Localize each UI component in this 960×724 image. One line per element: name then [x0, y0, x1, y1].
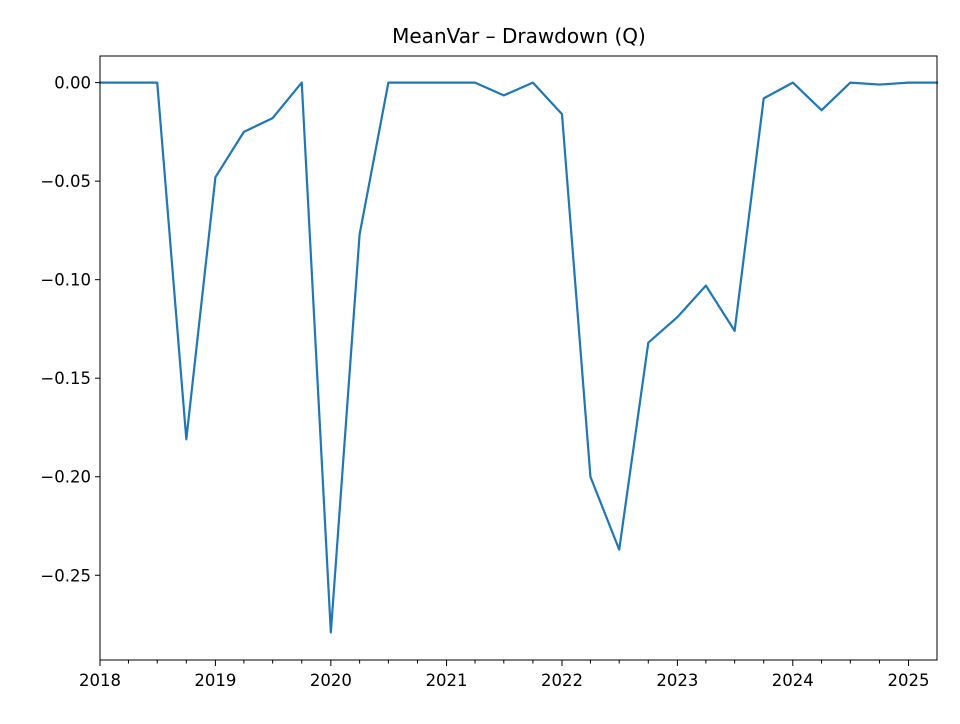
y-tick-label: 0.00 [54, 74, 91, 93]
x-tick-label: 2023 [656, 671, 698, 690]
x-tick-label: 2022 [541, 671, 583, 690]
y-tick-label: −0.05 [40, 172, 91, 191]
plot-area: 0.00 −0.05 −0.10 −0.15 −0.20 −0.25 2018 2019 202… [40, 74, 939, 690]
y-tick-label: −0.20 [40, 468, 91, 487]
chart-title: MeanVar – Drawdown (Q) [392, 24, 646, 48]
x-tick-label: 2025 [888, 671, 930, 690]
x-tick-label: 2021 [426, 671, 468, 690]
x-tick-label: 2024 [772, 671, 814, 690]
drawdown-line [98, 81, 939, 634]
x-tick-label: 2018 [79, 671, 121, 690]
x-tick-label: 2020 [310, 671, 352, 690]
x-tick-label: 2019 [194, 671, 236, 690]
y-tick-label: −0.25 [40, 566, 91, 585]
y-tick-label: −0.10 [40, 271, 91, 290]
plot-frame [99, 55, 938, 661]
y-tick-label: −0.15 [40, 369, 91, 388]
